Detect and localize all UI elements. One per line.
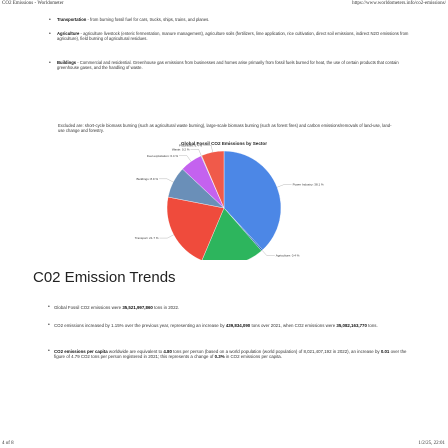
slice-leader-line [203,145,212,152]
excluded-note: Excluded are: short-cycle biomass burnin… [58,124,398,134]
sectors-list-3: Buildings - Commercial and residential. … [48,61,413,71]
slice-leader-line [159,179,173,182]
trends-list-2: CO2 emissions increased by 1.15% over th… [48,323,408,328]
list-item: CO2 emissions increased by 1.15% over th… [48,323,408,328]
print-footer: 4 of 8 1/2/25, 22:01 [0,440,448,448]
slice-label: Fuel exploitation: 6.4 % [147,154,179,158]
print-header: CO2 Emissions - Worldometer https://www.… [0,0,448,8]
slice-leader-line [277,185,292,188]
pie-chart: Power Industry: 38.1 % Agriculture: 0.4 %… [100,138,348,260]
print-header-url: https://www.worldometers.info/co2-emissi… [352,1,446,6]
slice-label: Buildings: 8.9 % [137,177,159,181]
slice-leader-line [262,250,275,255]
slice-label: Power Industry: 38.1 % [293,183,324,187]
list-item: CO2 emissions per capita worldwide are e… [48,349,408,359]
print-header-title: CO2 Emissions - Worldometer [2,1,64,6]
trends-list: Global Fossil CO2 emissions were 35,521,… [48,305,408,310]
trends-list-3: CO2 emissions per capita worldwide are e… [48,349,408,359]
slice-leader-line [179,156,191,162]
slice-label: Agriculture: 0.4 % [276,254,300,258]
list-item: Agriculture - agriculture livestock (ent… [48,32,413,42]
page-number: 4 of 8 [2,441,14,446]
slice-label: Processes: 6.4 % [179,143,203,147]
list-item: Global Fossil CO2 emissions were 35,521,… [48,305,408,310]
sectors-list-2: Agriculture - agriculture livestock (ent… [48,32,413,42]
slice-label: Transport: 21.7 % [135,236,159,240]
slice-leader-line [191,149,202,155]
list-item: Transportation - from burning fossil fue… [48,18,413,23]
sectors-list: Transportation - from burning fossil fue… [48,18,413,23]
print-timestamp: 1/2/25, 22:01 [418,441,445,446]
sector-title: Transportation [57,17,86,22]
section-heading: C02 Emission Trends [33,269,176,286]
slice-leader-line [160,235,174,238]
slice-label: Waste: 0.2 % [172,147,190,151]
list-item: Buildings - Commercial and residential. … [48,61,413,71]
